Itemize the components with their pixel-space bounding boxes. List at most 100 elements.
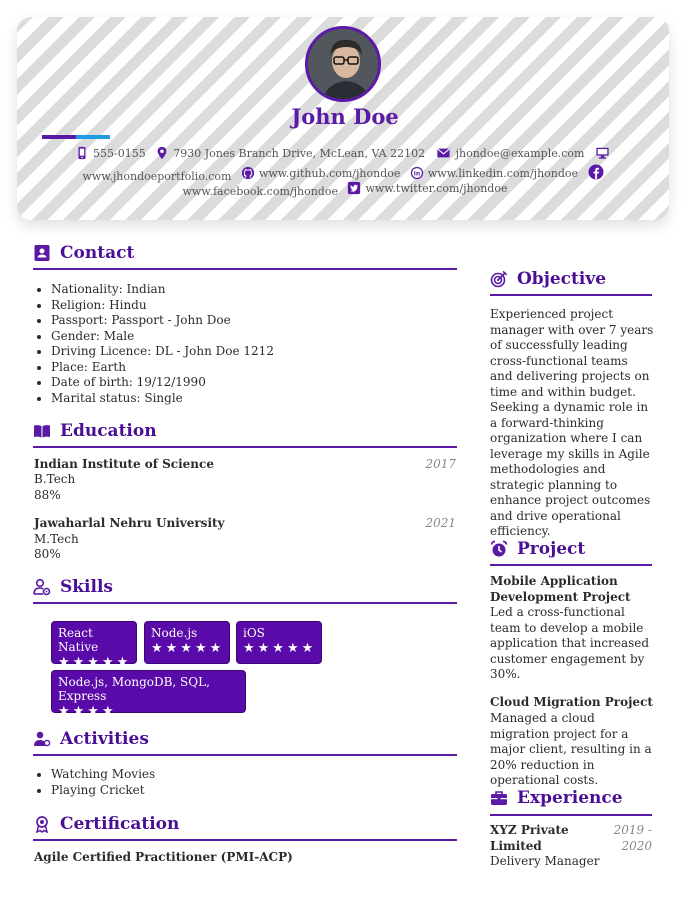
list-item: Religion: Hindu — [51, 298, 274, 314]
accent-bar — [42, 135, 110, 139]
facebook-item[interactable]: www.facebook.com/jhondoe — [183, 185, 338, 198]
skill-stars: ★★★★★ — [58, 655, 132, 670]
education-year: 2017 — [425, 457, 456, 471]
activities-list: Watching Movies Playing Cricket — [34, 767, 155, 798]
portfolio-text: www.jhondoeportfolio.com — [82, 170, 232, 183]
certification-heading: Certification — [33, 814, 179, 834]
twitter-item[interactable]: www.twitter.com/jhondoe — [347, 181, 507, 195]
contact-rule — [33, 268, 457, 270]
contact-book-icon — [34, 245, 50, 261]
education-school: Jawaharlal Nehru University — [34, 516, 225, 530]
address-item[interactable]: 7930 Jones Branch Drive, McLean, VA 2210… — [155, 146, 425, 160]
certification-rule — [33, 839, 457, 841]
twitter-icon — [348, 181, 361, 195]
experience-heading: Experience — [490, 788, 623, 808]
contact-line-2: www.jhondoeportfolio.com www.github.com/… — [0, 164, 690, 183]
user-activity-icon — [34, 731, 51, 747]
skill-badge: iOS ★★★★★ — [237, 622, 321, 663]
list-item: Nationality: Indian — [51, 282, 274, 298]
list-item: Driving Licence: DL - John Doe 1212 — [51, 344, 274, 360]
experience-rule — [490, 814, 652, 816]
alarm-clock-icon — [490, 540, 508, 557]
list-item: Date of birth: 19/12/1990 — [51, 375, 274, 391]
education-heading: Education — [33, 421, 157, 441]
briefcase-icon — [491, 791, 507, 805]
portfolio-item[interactable]: www.jhondoeportfolio.com — [82, 170, 231, 183]
github-item[interactable]: www.github.com/jhondoe — [241, 166, 400, 180]
experience-role: Delivery Manager — [490, 854, 600, 868]
activities-title: Activities — [60, 729, 149, 749]
contact-line-3: www.facebook.com/jhondoe www.twitter.com… — [0, 181, 690, 199]
facebook-icon-item[interactable] — [588, 164, 608, 180]
github-icon — [241, 166, 255, 180]
project-name: Cloud Migration Project — [490, 695, 653, 709]
education-score: 80% — [34, 547, 61, 561]
svg-text:in: in — [414, 170, 420, 177]
experience-company: XYZ Private Limited — [490, 823, 569, 853]
address-text: 7930 Jones Branch Drive, McLean, VA 2210… — [173, 146, 426, 160]
skill-name: iOS — [243, 626, 265, 640]
phone-icon — [78, 146, 86, 160]
skills-title: Skills — [60, 577, 114, 597]
skill-badge: Node.js ★★★★★ — [145, 622, 229, 663]
linkedin-text: www.linkedin.com/jhondoe — [427, 166, 579, 180]
list-item: Passport: Passport - John Doe — [51, 313, 274, 329]
github-text: www.github.com/jhondoe — [258, 166, 401, 180]
experience-dates: 2019 - 2020 — [613, 823, 652, 853]
experience-title: Experience — [517, 788, 623, 808]
contact-heading: Contact — [33, 243, 134, 263]
contact-line-1: 555-0155 7930 Jones Branch Drive, McLean… — [0, 146, 690, 163]
objective-rule — [490, 294, 652, 296]
award-ribbon-icon — [35, 816, 49, 833]
facebook-icon — [588, 164, 604, 180]
user-gear-icon — [33, 578, 51, 596]
twitter-text: www.twitter.com/jhondoe — [365, 181, 508, 195]
skill-stars: ★★★★ — [58, 704, 117, 719]
education-degree: B.Tech — [34, 472, 76, 486]
location-pin-icon — [157, 146, 167, 160]
list-item: Gender: Male — [51, 329, 274, 345]
list-item: Place: Earth — [51, 360, 274, 376]
profile-photo-image — [308, 29, 378, 99]
skill-badge: React Native ★★★★★ — [52, 622, 136, 670]
envelope-icon — [436, 148, 450, 158]
contact-list: Nationality: Indian Religion: Hindu Pass… — [34, 282, 274, 406]
contact-title: Contact — [60, 243, 135, 263]
skill-badge: Node.js, MongoDB, SQL, Express ★★★★ — [52, 671, 245, 719]
project-heading: Project — [490, 539, 585, 559]
objective-text: Experienced project manager with over 7 … — [490, 307, 654, 538]
skill-name: React Native — [58, 626, 99, 654]
skill-name: Node.js — [151, 626, 198, 640]
candidate-name: John Doe — [291, 104, 399, 129]
list-item: Playing Cricket — [51, 783, 155, 799]
linkedin-icon: in — [410, 166, 424, 180]
activities-heading: Activities — [33, 729, 149, 749]
skill-stars: ★★★★★ — [243, 641, 317, 656]
project-rule — [490, 564, 652, 566]
monitor-icon — [596, 147, 609, 159]
phone-text: 555-0155 — [93, 146, 146, 160]
certification-title: Certification — [60, 814, 180, 834]
open-book-icon — [34, 425, 50, 438]
education-rule — [33, 446, 457, 448]
education-school: Indian Institute of Science — [34, 457, 214, 471]
linkedin-item[interactable]: in www.linkedin.com/jhondoe — [410, 166, 578, 180]
profile-photo — [305, 26, 381, 102]
skills-heading: Skills — [33, 577, 113, 597]
education-degree: M.Tech — [34, 532, 79, 546]
objective-heading: Objective — [490, 269, 606, 289]
portfolio-icon-item[interactable] — [594, 146, 615, 160]
list-item: Marital status: Single — [51, 391, 274, 407]
objective-title: Objective — [517, 269, 607, 289]
project-desc: Led a cross-functional team to develop a… — [490, 605, 650, 681]
education-score: 88% — [34, 488, 61, 502]
activities-rule — [33, 754, 457, 756]
skill-stars: ★★★★★ — [151, 641, 225, 656]
email-item[interactable]: jhondoe@example.com — [435, 146, 584, 160]
project-name: Mobile Application Development Project — [490, 574, 631, 604]
list-item: Watching Movies — [51, 767, 155, 783]
education-title: Education — [60, 421, 157, 441]
phone-item[interactable]: 555-0155 — [75, 146, 146, 160]
project-desc: Managed a cloud migration project for a … — [490, 711, 652, 787]
skills-rule — [33, 602, 457, 604]
